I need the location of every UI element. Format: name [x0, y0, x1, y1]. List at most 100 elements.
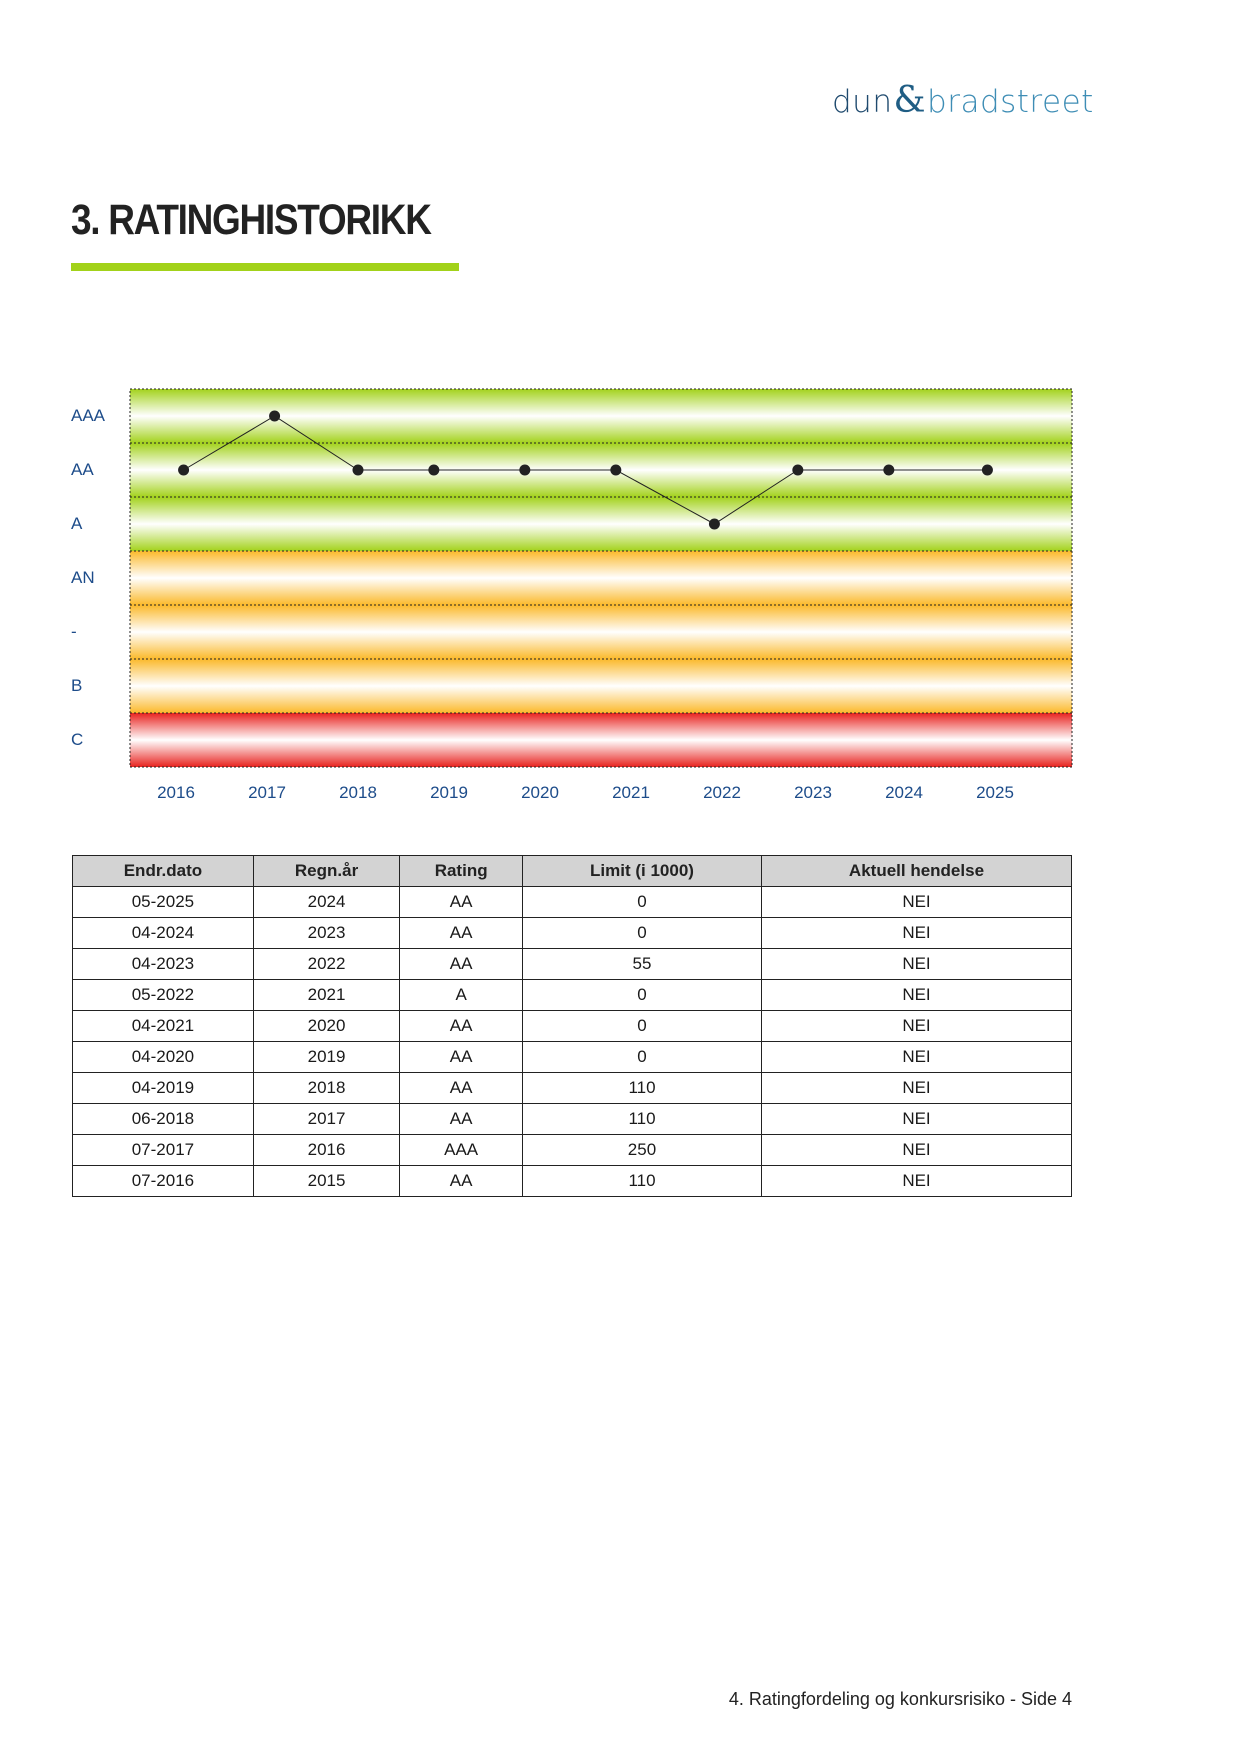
band-A: [130, 497, 1072, 551]
table-cell: NEI: [760, 1165, 1073, 1197]
table-cell: 110: [522, 1072, 762, 1104]
rating-point: [428, 464, 440, 476]
table-cell: 04-2024: [72, 917, 254, 949]
x-tick-label: 2017: [248, 783, 286, 802]
table-cell: 2020: [252, 1010, 401, 1042]
table-cell: 05-2022: [72, 979, 254, 1011]
table-cell: 2015: [252, 1165, 401, 1197]
table-cell: AA: [399, 1165, 524, 1197]
table-cell: AA: [399, 917, 524, 949]
x-tick-label: 2022: [703, 783, 741, 802]
table-cell: 0: [522, 979, 762, 1011]
y-tick-label: AAA: [71, 406, 106, 425]
table-cell: NEI: [760, 948, 1073, 980]
rating-line: [183, 415, 988, 525]
rating-point: [610, 464, 622, 476]
column-header: Rating: [399, 855, 524, 887]
table-cell: 2023: [252, 917, 401, 949]
table-cell: 0: [522, 917, 762, 949]
table-cell: 0: [522, 1041, 762, 1073]
table-cell: 0: [522, 886, 762, 918]
rating-point: [981, 464, 993, 476]
table-cell: 07-2016: [72, 1165, 254, 1197]
table-cell: 55: [522, 948, 762, 980]
table-row: 07-2017 2016 AAA 250 NEI: [72, 1134, 1073, 1166]
table-cell: A: [399, 979, 524, 1011]
table-cell: NEI: [760, 886, 1073, 918]
table-cell: AA: [399, 1103, 524, 1135]
x-tick-label: 2023: [794, 783, 832, 802]
rating-point: [352, 464, 364, 476]
table-cell: 2016: [252, 1134, 401, 1166]
table-cell: 04-2020: [72, 1041, 254, 1073]
table-cell: 04-2021: [72, 1010, 254, 1042]
rating-point: [269, 410, 281, 422]
table-row: 04-2019 2018 AA 110 NEI: [72, 1072, 1073, 1104]
rating-point: [792, 464, 804, 476]
column-header: Limit (i 1000): [522, 855, 762, 887]
table-cell: 2017: [252, 1103, 401, 1135]
dun-bradstreet-logo: dun&bradstreet: [832, 80, 1094, 121]
table-cell: NEI: [760, 1072, 1073, 1104]
table-cell: NEI: [760, 979, 1073, 1011]
table-cell: NEI: [760, 1010, 1073, 1042]
band-B: [130, 659, 1072, 713]
band-AN: [130, 551, 1072, 605]
x-tick-label: 2020: [521, 783, 559, 802]
y-tick-label: -: [71, 622, 77, 641]
y-tick-label: C: [71, 730, 84, 749]
table-row: 05-2022 2021 A 0 NEI: [72, 979, 1073, 1011]
table-cell: AA: [399, 1072, 524, 1104]
table-cell: 2019: [252, 1041, 401, 1073]
table-header-row: Endr.dato Regn.år Rating Limit (i 1000) Aktu…: [72, 855, 1073, 887]
table-cell: 250: [522, 1134, 762, 1166]
table-cell: 2024: [252, 886, 401, 918]
table-cell: NEI: [760, 1134, 1073, 1166]
y-tick-label: AN: [71, 568, 95, 587]
page-title: 3. RATINGHISTORIKK: [71, 196, 432, 244]
band-C: [130, 713, 1072, 767]
table-cell: 06-2018: [72, 1103, 254, 1135]
table-row: 04-2024 2023 AA 0 NEI: [72, 917, 1073, 949]
table-cell: 2018: [252, 1072, 401, 1104]
logo-text-bradstreet: bradstreet: [927, 84, 1094, 120]
table-cell: AAA: [399, 1134, 524, 1166]
rating-point: [178, 464, 190, 476]
logo-ampersand: &: [893, 80, 927, 121]
x-tick-label: 2021: [612, 783, 650, 802]
x-tick-label: 2016: [157, 783, 195, 802]
table-cell: 0: [522, 1010, 762, 1042]
rating-history-table: Endr.dato Regn.år Rating Limit (i 1000) Aktu…: [72, 855, 1073, 1197]
table-cell: NEI: [760, 917, 1073, 949]
column-header: Aktuell hendelse: [760, 855, 1073, 887]
band-AAA: [130, 389, 1072, 443]
x-tick-label: 2025: [976, 783, 1014, 802]
table-cell: 04-2023: [72, 948, 254, 980]
x-tick-label: 2024: [885, 783, 923, 802]
table-row: 05-2025 2024 AA 0 NEI: [72, 886, 1073, 918]
logo-text-dun: dun: [832, 84, 893, 120]
x-tick-label: 2018: [339, 783, 377, 802]
table-cell: AA: [399, 1041, 524, 1073]
x-tick-label: 2019: [430, 783, 468, 802]
table-cell: 05-2025: [72, 886, 254, 918]
table-row: 04-2021 2020 AA 0 NEI: [72, 1010, 1073, 1042]
table-cell: 110: [522, 1165, 762, 1197]
column-header: Endr.dato: [72, 855, 254, 887]
y-tick-label: AA: [71, 460, 94, 479]
table-cell: 110: [522, 1103, 762, 1135]
y-tick-label: A: [71, 514, 83, 533]
table-row: 06-2018 2017 AA 110 NEI: [72, 1103, 1073, 1135]
table-row: 04-2020 2019 AA 0 NEI: [72, 1041, 1073, 1073]
table-cell: 2022: [252, 948, 401, 980]
table-cell: 2021: [252, 979, 401, 1011]
title-underline: [71, 263, 459, 271]
table-cell: AA: [399, 1010, 524, 1042]
table-cell: 04-2019: [72, 1072, 254, 1104]
rating-point: [519, 464, 531, 476]
column-header: Regn.år: [252, 855, 401, 887]
band--: [130, 605, 1072, 659]
rating-history-chart: [129, 388, 1073, 768]
table-row: 04-2023 2022 AA 55 NEI: [72, 948, 1073, 980]
table-cell: 07-2017: [72, 1134, 254, 1166]
